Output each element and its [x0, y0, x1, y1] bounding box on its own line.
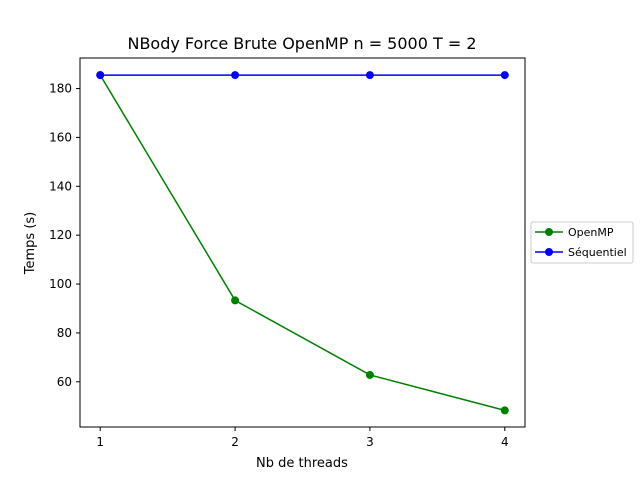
legend-label-s-quentiel: Séquentiel: [568, 246, 627, 259]
plot-marks: [96, 71, 509, 415]
data-point-openmp-4: [500, 406, 509, 415]
axes: 1 2 3 4 60 80 100 120 140 160 180: [49, 57, 526, 449]
y-tick-label-180: 180: [49, 82, 72, 96]
x-axis-label: Nb de threads: [256, 456, 348, 471]
y-tick-label-120: 120: [49, 228, 72, 242]
y-tick-label-100: 100: [49, 277, 72, 291]
x-tick-label-3: 3: [366, 435, 374, 449]
y-tick-label-160: 160: [49, 130, 72, 144]
chart-title: NBody Force Brute OpenMP n = 5000 T = 2: [127, 34, 476, 53]
y-tick-label-60: 60: [57, 375, 72, 389]
data-point-s-quentiel-4: [500, 71, 509, 80]
data-point-s-quentiel-1: [96, 71, 105, 80]
legend-label-openmp: OpenMP: [568, 226, 614, 239]
plot-frame: [79, 57, 526, 428]
legend-marker-s-quentiel: [545, 248, 553, 256]
y-axis-label: Temps (s): [23, 212, 38, 275]
data-point-openmp-2: [231, 296, 240, 305]
y-tick-label-80: 80: [57, 326, 72, 340]
data-point-s-quentiel-2: [231, 71, 240, 80]
x-tick-label-4: 4: [501, 435, 509, 449]
legend-marker-openmp: [545, 228, 553, 236]
data-point-s-quentiel-3: [365, 71, 374, 80]
series-line-openmp: [99, 74, 505, 412]
x-tick-label-2: 2: [231, 435, 239, 449]
data-point-openmp-3: [365, 370, 374, 379]
x-tick-label-1: 1: [96, 435, 104, 449]
legend: OpenMP Séquentiel: [530, 221, 634, 264]
y-tick-label-140: 140: [49, 179, 72, 193]
